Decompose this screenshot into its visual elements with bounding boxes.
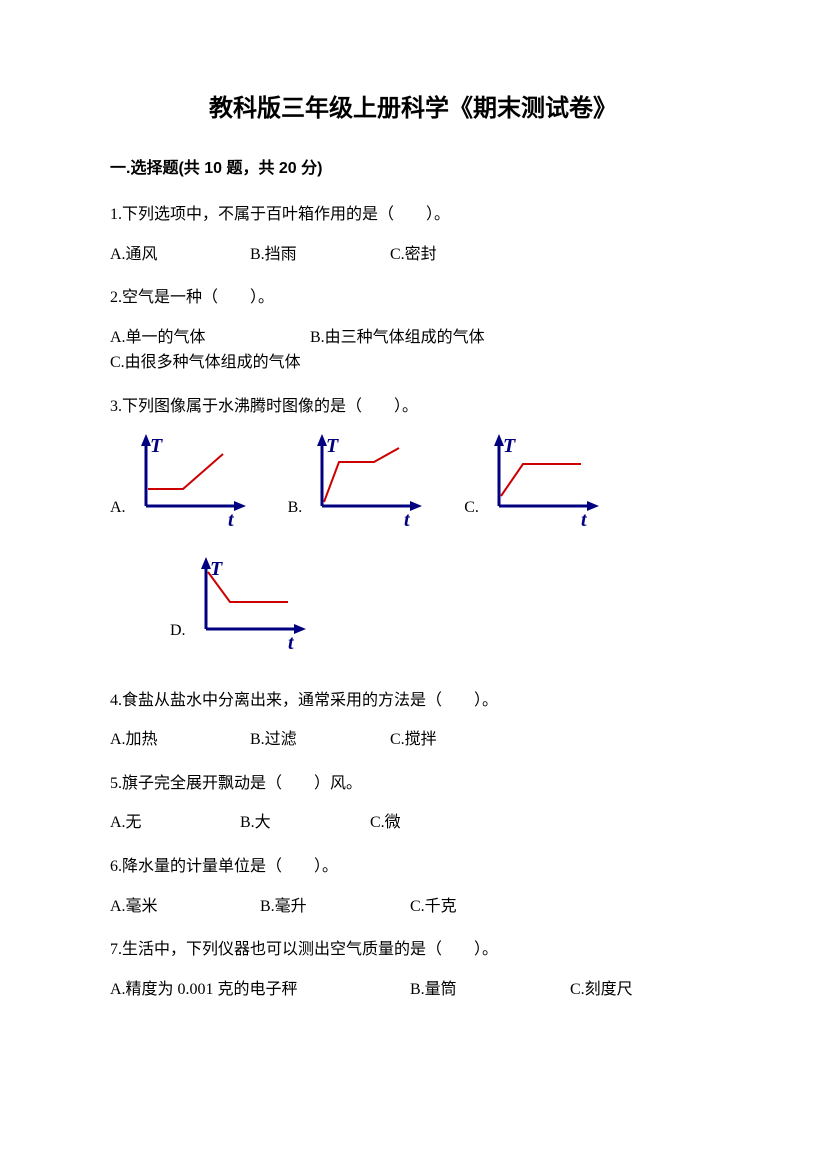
q3-chart-a: A. T t	[110, 434, 258, 529]
q4-options: A.加热 B.过滤 C.搅拌	[110, 727, 716, 753]
x-arrow-icon	[294, 624, 306, 634]
q2-opt-c: C.由很多种气体组成的气体	[110, 350, 301, 376]
q2-opt-a: A.单一的气体	[110, 325, 310, 351]
q4-stem: 4.食盐从盐水中分离出来，通常采用的方法是（ ）。	[110, 688, 716, 714]
axis-label-T: T	[503, 435, 516, 457]
q1-opt-a: A.通风	[110, 242, 250, 268]
q2-stem: 2.空气是一种（ ）。	[110, 285, 716, 311]
chart-d-svg: T t	[188, 557, 318, 652]
q3-opt-c: C.	[464, 495, 479, 529]
q7-opt-a: A.精度为 0.001 克的电子秤	[110, 977, 410, 1003]
q4-opt-c: C.搅拌	[390, 727, 530, 753]
q7-opt-b: B.量筒	[410, 977, 570, 1003]
q7-options: A.精度为 0.001 克的电子秤 B.量筒 C.刻度尺	[110, 977, 716, 1003]
q2-opt-b: B.由三种气体组成的气体	[310, 325, 600, 351]
q3-opt-d: D.	[170, 618, 186, 652]
axis-label-T: T	[150, 435, 163, 457]
q3-chart-b: B. T t	[288, 434, 435, 529]
axis-label-t: t	[404, 509, 411, 529]
q1-opt-c: C.密封	[390, 242, 530, 268]
q5-stem: 5.旗子完全展开飘动是（ ）风。	[110, 771, 716, 797]
x-arrow-icon	[410, 501, 422, 511]
curve-a	[148, 454, 223, 489]
q3-charts-row2: D. T t	[170, 557, 716, 652]
axis-label-t: t	[581, 509, 588, 529]
q3-stem: 3.下列图像属于水沸腾时图像的是（ ）。	[110, 394, 716, 420]
chart-b-svg: T t	[304, 434, 434, 529]
q6-opt-c: C.千克	[410, 894, 457, 920]
axis-label-T: T	[326, 435, 339, 457]
q3-charts-row1: A. T t B. T t C.	[110, 434, 716, 529]
x-arrow-icon	[234, 501, 246, 511]
q5-options: A.无 B.大 C.微	[110, 810, 716, 836]
q5-opt-c: C.微	[370, 810, 401, 836]
q3-opt-b: B.	[288, 495, 303, 529]
q6-opt-b: B.毫升	[260, 894, 410, 920]
question-7: 7.生活中，下列仪器也可以测出空气质量的是（ ）。 A.精度为 0.001 克的…	[110, 937, 716, 1002]
page-title: 教科版三年级上册科学《期末测试卷》	[110, 90, 716, 128]
question-3: 3.下列图像属于水沸腾时图像的是（ ）。 A. T t B. T	[110, 394, 716, 652]
q1-stem: 1.下列选项中，不属于百叶箱作用的是（ ）。	[110, 202, 716, 228]
q7-stem: 7.生活中，下列仪器也可以测出空气质量的是（ ）。	[110, 937, 716, 963]
chart-a-svg: T t	[128, 434, 258, 529]
axis-label-t: t	[288, 632, 295, 652]
q3-chart-d: D. T t	[170, 557, 318, 652]
q1-opt-b: B.挡雨	[250, 242, 390, 268]
q5-opt-a: A.无	[110, 810, 240, 836]
axis-label-t: t	[228, 509, 235, 529]
question-2: 2.空气是一种（ ）。 A.单一的气体 B.由三种气体组成的气体 C.由很多种气…	[110, 285, 716, 376]
q7-opt-c: C.刻度尺	[570, 977, 633, 1003]
q4-opt-b: B.过滤	[250, 727, 390, 753]
q3-opt-a: A.	[110, 495, 126, 529]
q6-stem: 6.降水量的计量单位是（ ）。	[110, 854, 716, 880]
q1-options: A.通风 B.挡雨 C.密封	[110, 242, 716, 268]
section-header: 一.选择题(共 10 题，共 20 分)	[110, 156, 716, 182]
question-5: 5.旗子完全展开飘动是（ ）风。 A.无 B.大 C.微	[110, 771, 716, 836]
q4-opt-a: A.加热	[110, 727, 250, 753]
q5-opt-b: B.大	[240, 810, 370, 836]
question-4: 4.食盐从盐水中分离出来，通常采用的方法是（ ）。 A.加热 B.过滤 C.搅拌	[110, 688, 716, 753]
q6-options: A.毫米 B.毫升 C.千克	[110, 894, 716, 920]
q6-opt-a: A.毫米	[110, 894, 260, 920]
x-arrow-icon	[587, 501, 599, 511]
q2-options: A.单一的气体 B.由三种气体组成的气体 C.由很多种气体组成的气体	[110, 325, 716, 376]
chart-c-svg: T t	[481, 434, 611, 529]
question-6: 6.降水量的计量单位是（ ）。 A.毫米 B.毫升 C.千克	[110, 854, 716, 919]
q3-chart-c: C. T t	[464, 434, 611, 529]
curve-c	[501, 464, 581, 496]
question-1: 1.下列选项中，不属于百叶箱作用的是（ ）。 A.通风 B.挡雨 C.密封	[110, 202, 716, 267]
